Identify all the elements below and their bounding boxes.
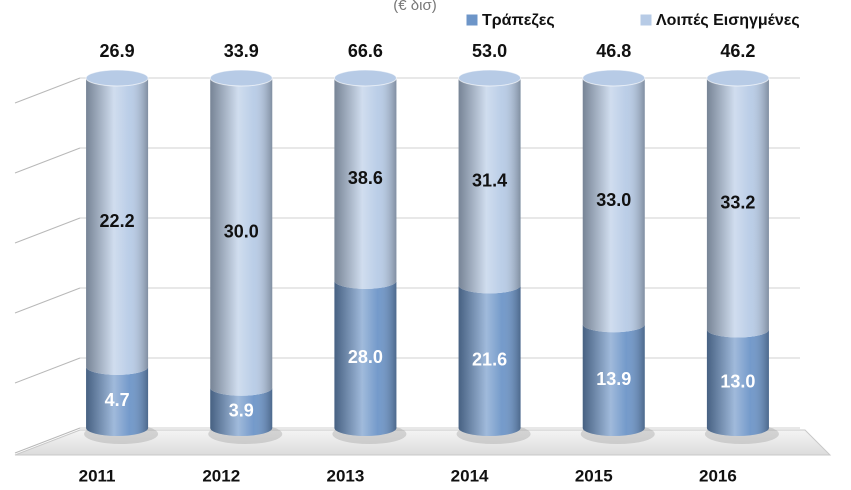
bar-shading	[706, 78, 769, 338]
bar-cap	[458, 69, 522, 87]
total-label: 26.9	[100, 41, 135, 61]
bar-shading	[458, 285, 521, 436]
data-label: 31.4	[472, 170, 507, 190]
x-tick-label: 2014	[451, 466, 489, 485]
bar-shading	[582, 324, 645, 436]
bar-shading	[706, 329, 769, 436]
data-label: 21.6	[472, 349, 507, 369]
bar-shading	[86, 366, 149, 436]
data-label: 22.2	[100, 211, 135, 231]
grid-line-side	[14, 77, 81, 104]
bar-cap	[209, 69, 273, 87]
grid-line-side	[14, 217, 81, 244]
data-label: 13.0	[720, 372, 755, 392]
total-label: 33.9	[224, 41, 259, 61]
x-tick-label: 2013	[327, 466, 365, 485]
total-label: 46.8	[596, 41, 631, 61]
grid-line-side	[14, 427, 81, 454]
data-label: 38.6	[348, 168, 383, 188]
bar-shading	[334, 280, 397, 436]
bar-cap	[85, 69, 149, 87]
total-label: 46.2	[720, 41, 755, 61]
data-label: 33.0	[596, 190, 631, 210]
legend-swatch	[639, 13, 653, 27]
floor	[14, 429, 832, 456]
legend-swatch	[465, 13, 479, 27]
total-label: 66.6	[348, 41, 383, 61]
bar-shading	[210, 387, 273, 436]
legend-label: Λοιπές Εισηγμένες	[656, 12, 800, 29]
data-label: 4.7	[105, 390, 130, 410]
total-label: 53.0	[472, 41, 507, 61]
x-tick-label: 2012	[202, 466, 240, 485]
grid-line-side	[14, 147, 81, 174]
x-tick-label: 2016	[699, 466, 737, 485]
data-label: 3.9	[229, 401, 254, 421]
data-label: 30.0	[224, 222, 259, 242]
bar-cap	[582, 69, 646, 87]
bar-cap	[333, 69, 397, 87]
bar-shading	[210, 78, 273, 396]
grid-line-side	[14, 357, 81, 384]
subtitle: (€ δισ)	[393, 0, 436, 14]
bar-shading	[582, 78, 645, 333]
data-label: 28.0	[348, 347, 383, 367]
bar-shading	[86, 78, 149, 375]
bar-cap	[706, 69, 770, 87]
x-tick-label: 2011	[79, 466, 116, 485]
legend-label: Τράπεζες	[482, 12, 555, 29]
data-label: 33.2	[720, 193, 755, 213]
grid-line-side	[14, 287, 81, 314]
data-label: 13.9	[596, 369, 631, 389]
x-tick-label: 2015	[575, 466, 613, 485]
bar-shading	[334, 78, 397, 289]
bar-shading	[458, 78, 521, 294]
